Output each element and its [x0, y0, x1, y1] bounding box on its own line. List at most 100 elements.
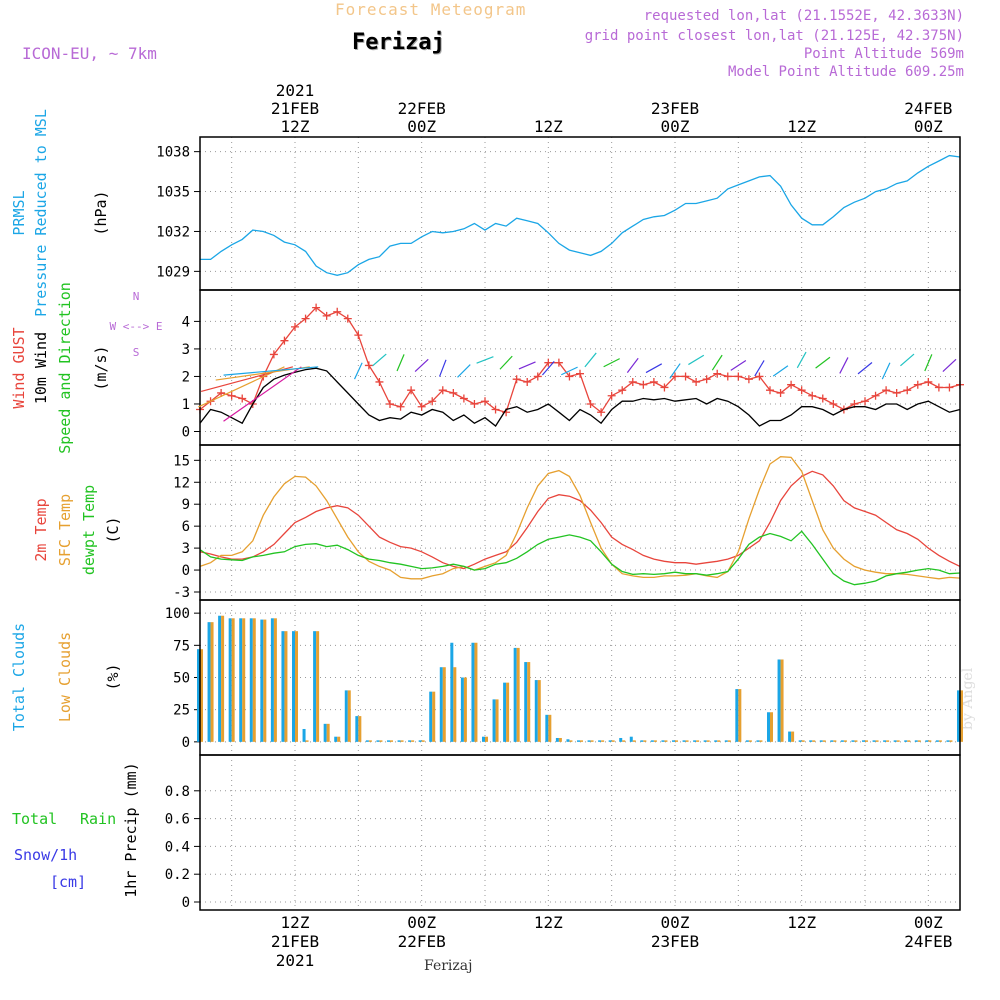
top-time-label: 00Z [661, 117, 690, 136]
gust-marker [892, 388, 901, 397]
bar-total-clouds [893, 740, 897, 742]
wind-arrow-icon [223, 366, 302, 422]
bar-total-clouds [545, 714, 549, 742]
bar-total-clouds [640, 740, 644, 742]
bar-total-clouds [281, 631, 285, 742]
gust-marker [428, 397, 437, 406]
y-tick-label: 1032 [156, 224, 190, 240]
footer-station: Ferizaj [424, 958, 473, 974]
bar-total-clouds [883, 740, 887, 742]
bar-total-clouds [703, 740, 707, 742]
gust-marker [607, 391, 616, 400]
bar-low-clouds [432, 691, 436, 742]
bar-total-clouds [693, 740, 697, 742]
bar-total-clouds [851, 740, 855, 742]
bar-total-clouds [862, 740, 865, 742]
gust-marker [312, 303, 321, 312]
wind-arrow-icon [711, 354, 723, 371]
gust-marker [808, 391, 817, 400]
bar-low-clouds [896, 740, 900, 742]
ylabel-ms: (m/s) [92, 345, 110, 390]
ylabel-sfc-temp: SFC Temp [56, 494, 74, 566]
gust-marker [291, 322, 299, 331]
bar-low-clouds [949, 740, 953, 742]
bar-total-clouds [323, 723, 327, 742]
bar-total-clouds [798, 740, 802, 742]
bar-total-clouds [661, 740, 665, 742]
wind-arrow-icon [223, 366, 319, 376]
top-time-label: 21FEB [271, 99, 319, 118]
gust-marker [597, 408, 606, 417]
wind-arrow-icon [645, 363, 663, 374]
bar-low-clouds [273, 618, 277, 742]
gust-marker [734, 372, 743, 381]
bar-low-clouds [242, 618, 246, 742]
bar-total-clouds [365, 740, 369, 742]
gust-marker [913, 380, 922, 389]
bar-low-clouds [368, 740, 372, 742]
gust-marker [576, 369, 584, 378]
bar-low-clouds [696, 740, 700, 742]
wind-arrow-icon [942, 358, 957, 373]
bar-total-clouds [904, 740, 908, 742]
bar-low-clouds [886, 740, 890, 742]
gust-marker [628, 377, 637, 386]
bar-low-clouds [421, 740, 425, 742]
y-tick-label: 1 [182, 397, 190, 413]
bottom-time-label: 2021 [276, 951, 315, 970]
gust-marker [829, 399, 838, 408]
gust-marker [301, 314, 310, 323]
bottom-time-label: 23FEB [651, 932, 699, 951]
gust-marker [903, 386, 912, 395]
wind-arrow-icon [561, 366, 578, 376]
gust-marker [322, 311, 331, 320]
bottom-time-label: 00Z [407, 913, 436, 932]
bar-low-clouds [706, 740, 710, 742]
gust-marker [269, 350, 278, 359]
bar-total-clouds [239, 618, 243, 742]
bar-total-clouds [756, 740, 760, 742]
bar-total-clouds [830, 740, 834, 742]
gust-marker [238, 394, 247, 403]
compass-south: S [133, 346, 140, 359]
bar-low-clouds [231, 618, 235, 742]
grid-point-coordinates: grid point closest lon,lat (21.125E, 42.… [584, 28, 964, 44]
gust-marker [523, 377, 532, 386]
top-time-label: 24FEB [904, 99, 952, 118]
gust-marker [934, 383, 943, 392]
bar-total-clouds [577, 740, 580, 742]
y-tick-label: 0 [182, 424, 190, 440]
bar-total-clouds [249, 618, 253, 742]
bar-low-clouds [252, 618, 256, 742]
gust-marker [797, 386, 806, 395]
gust-marker [386, 399, 394, 408]
panel-precip [194, 754, 961, 911]
ylabel-10m-wind: 10m Wind [32, 332, 50, 404]
gust-marker [544, 358, 553, 367]
panel-wind [194, 289, 964, 446]
panel-frame [199, 754, 961, 911]
y-tick-label: 0.4 [165, 839, 190, 855]
bar-low-clouds [527, 662, 531, 742]
bar-total-clouds [672, 740, 675, 742]
bar-low-clouds [284, 631, 288, 742]
wind-arrow-icon [688, 354, 705, 366]
gust-marker [723, 372, 732, 381]
y-tick-label: 3 [182, 541, 190, 557]
bar-total-clouds [397, 740, 401, 742]
y-tick-label: 0.8 [165, 784, 190, 800]
top-time-label: 12Z [534, 117, 563, 136]
bar-total-clouds [460, 677, 464, 742]
bar-low-clouds [938, 740, 942, 742]
bar-low-clouds [664, 740, 668, 742]
gust-marker [438, 386, 447, 395]
gust-marker [417, 402, 426, 411]
bar-low-clouds [865, 740, 868, 742]
bar-total-clouds [482, 736, 485, 742]
bar-total-clouds [355, 716, 359, 742]
model-point-altitude: Model Point Altitude 609.25m [727, 64, 964, 80]
top-time-label: 23FEB [651, 99, 699, 118]
bar-low-clouds [221, 615, 225, 742]
bar-low-clouds [453, 667, 457, 742]
gust-marker [776, 388, 785, 397]
